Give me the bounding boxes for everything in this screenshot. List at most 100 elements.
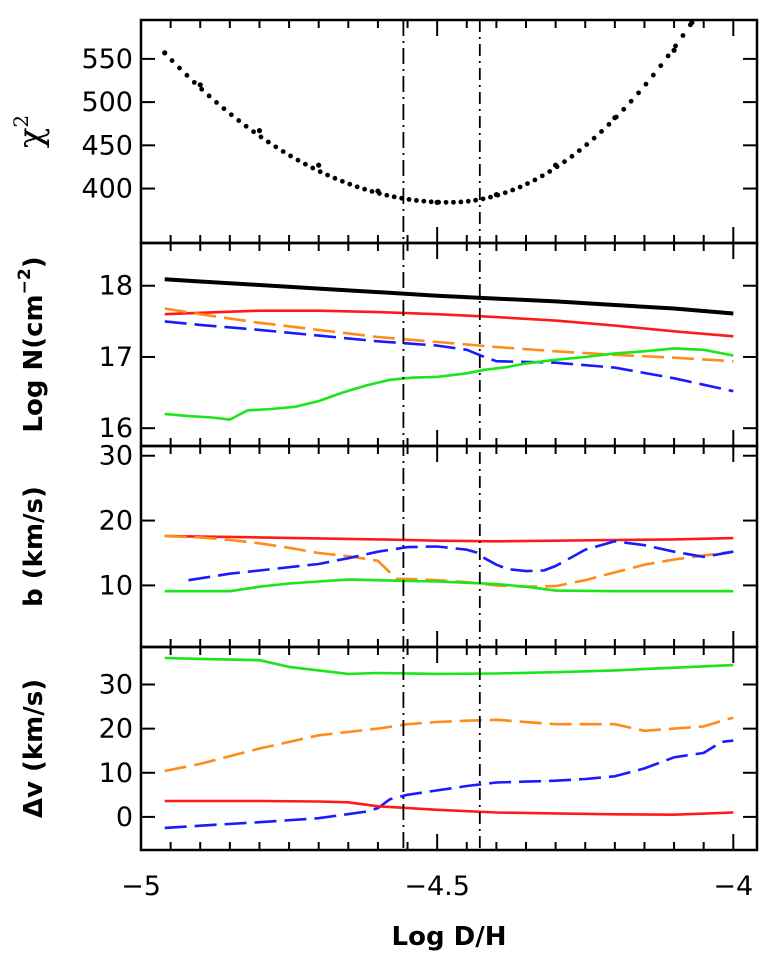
black-solid-line: [164, 277, 734, 316]
chi2-point: [362, 186, 367, 192]
y-axis-label-sup: 2: [9, 115, 33, 128]
panel-frame: [139, 645, 759, 852]
chi2-point: [428, 199, 434, 205]
green-solid-line: [164, 578, 734, 593]
y-tick-label: 550: [81, 44, 133, 75]
chi2-point: [658, 63, 664, 69]
y-tick-label: 17: [99, 342, 133, 373]
y-tick-label: 0: [116, 802, 133, 833]
blue-dashed-line: [188, 539, 734, 582]
y-axis-label-text: Δv (km/s): [19, 679, 49, 818]
blue-dashed-line: [164, 320, 734, 393]
chi2-point: [317, 169, 323, 175]
chi2-point: [562, 159, 567, 165]
x-axis: −5 −4.5 −4: [121, 871, 753, 902]
chi2-point: [302, 161, 308, 167]
y-tick-label: 400: [81, 174, 133, 205]
chi2-point: [347, 181, 353, 187]
chi2-point: [451, 199, 456, 205]
chi2-point: [273, 144, 279, 150]
reference-lines: [402, 20, 481, 850]
chi2-point: [554, 164, 560, 170]
series-group: [164, 656, 734, 830]
chi2-point: [599, 129, 604, 134]
chi2-point: [510, 187, 516, 193]
chi2-point: [236, 118, 242, 123]
chi2-point: [325, 172, 330, 178]
chi2-point: [221, 106, 227, 112]
red-solid-line: [164, 799, 734, 817]
green-solid-line: [164, 656, 734, 676]
chi2-point: [228, 112, 234, 118]
chi2-point: [265, 139, 271, 145]
y-axis-label: χ2: [9, 115, 51, 148]
x-tick-label: −4: [713, 871, 753, 902]
chi2-point: [643, 81, 649, 87]
panel-logN: 16 17 18 Log N(cm−2): [15, 241, 759, 448]
chi2-point: [384, 192, 390, 198]
red-solid-line: [164, 534, 734, 543]
chi2-point: [332, 175, 338, 181]
y-axis-label: b (km/s): [19, 486, 49, 607]
panel-b: 10 20 30 b (km/s): [19, 441, 759, 649]
chi2-point: [288, 153, 293, 159]
series-group: [164, 534, 734, 593]
y-tick-label: 10: [99, 758, 133, 789]
chi2-point: [310, 165, 316, 171]
y-axis-label-end: ): [19, 256, 49, 268]
chi2-point: [488, 194, 493, 200]
chi2-point: [591, 135, 597, 141]
blue-dashed-line: [164, 739, 734, 830]
chi2-point: [458, 199, 464, 205]
y-tick-label: 30: [99, 441, 133, 472]
chi2-point: [354, 184, 360, 190]
chi2-point: [628, 98, 634, 104]
chi2-point: [547, 169, 553, 174]
chi2-point: [665, 53, 671, 59]
chi2-point: [443, 199, 449, 205]
chi2-point: [473, 197, 479, 203]
chi2-point: [184, 72, 190, 78]
chi2-point: [251, 129, 256, 135]
chi2-point: [243, 123, 249, 129]
chi2-point: [280, 149, 286, 154]
series-group: [164, 277, 734, 421]
chi2-point: [406, 197, 412, 202]
chi2-point: [650, 72, 656, 78]
chi2-point: [369, 189, 375, 194]
chi2-point: [436, 199, 442, 205]
chi2-point: [569, 153, 575, 159]
chi2-point: [495, 192, 501, 198]
y-axis-label-text: Log N(cm: [19, 294, 49, 432]
chi2-point: [414, 198, 419, 203]
chi2-point: [214, 99, 219, 105]
y-tick-label: 18: [99, 271, 133, 302]
chi2-point: [502, 190, 508, 196]
chi2-point: [636, 90, 641, 96]
red-solid-line: [164, 309, 734, 338]
chi2-point: [525, 181, 530, 186]
chi2-point: [316, 162, 322, 168]
chi2-point: [673, 43, 678, 49]
orange-dashed-line: [164, 307, 734, 363]
chi2-point: [391, 194, 397, 200]
chi2-point: [191, 79, 197, 85]
chi2-point: [199, 86, 205, 92]
y-axis-label-base: χ: [11, 128, 51, 149]
panel-dv: 0 10 20 30 Δv (km/s): [19, 645, 759, 852]
chi2-point: [339, 178, 345, 184]
panel-chi2: 400 450 500 550 χ2: [9, 18, 759, 245]
y-axis-label: Log N(cm−2): [15, 256, 49, 432]
x-tick-label: −5: [121, 871, 161, 902]
chi2-point: [162, 50, 168, 56]
x-axis-label: Log D/H: [392, 922, 507, 952]
y-axis-label-text: b (km/s): [19, 486, 49, 607]
y-tick-label: 20: [99, 714, 133, 745]
chi2-point: [177, 65, 182, 71]
y-axis-label: Δv (km/s): [19, 679, 49, 818]
orange-dashed-line: [164, 534, 734, 589]
y-tick-label: 500: [81, 87, 133, 118]
chi2-point: [206, 93, 212, 99]
chi2-point: [377, 191, 382, 196]
chi2-point: [295, 157, 301, 163]
